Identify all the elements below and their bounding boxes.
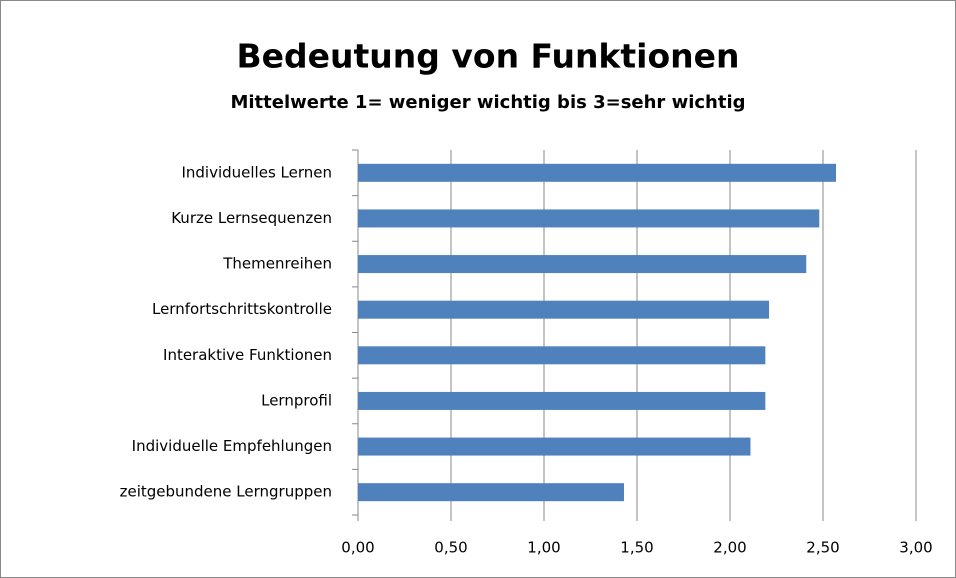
x-tick-label: 3,00 [899, 539, 932, 557]
bar [358, 255, 807, 274]
bar [358, 483, 624, 502]
x-tick-label: 0,50 [434, 539, 467, 557]
y-tick-label: Interaktive Funktionen [163, 346, 332, 364]
x-tick-label: 2,50 [806, 539, 839, 557]
y-tick-label: Themenreihen [222, 255, 332, 273]
y-tick-label: Lernfortschrittskontrolle [152, 300, 332, 318]
x-tick-label: 1,00 [527, 539, 560, 557]
y-tick-label: Lernprofil [261, 391, 332, 409]
bar [358, 209, 820, 228]
bar [358, 163, 837, 182]
bar [358, 300, 770, 319]
y-tick-label: Kurze Lernsequenzen [171, 209, 332, 227]
y-tick-label: Individuelles Lernen [181, 163, 332, 181]
bar [358, 391, 766, 410]
x-tick-label: 2,00 [713, 539, 746, 557]
y-tick-label: zeitgebundene Lerngruppen [120, 483, 332, 501]
bar [358, 346, 766, 365]
bar [358, 437, 751, 456]
x-tick-label: 1,50 [620, 539, 653, 557]
y-tick-label: Individuelle Empfehlungen [132, 437, 332, 455]
chart-subtitle: Mittelwerte 1= weniger wichtig bis 3=seh… [230, 92, 745, 113]
chart-title: Bedeutung von Funktionen [236, 37, 739, 76]
x-tick-label: 0,00 [341, 539, 374, 557]
